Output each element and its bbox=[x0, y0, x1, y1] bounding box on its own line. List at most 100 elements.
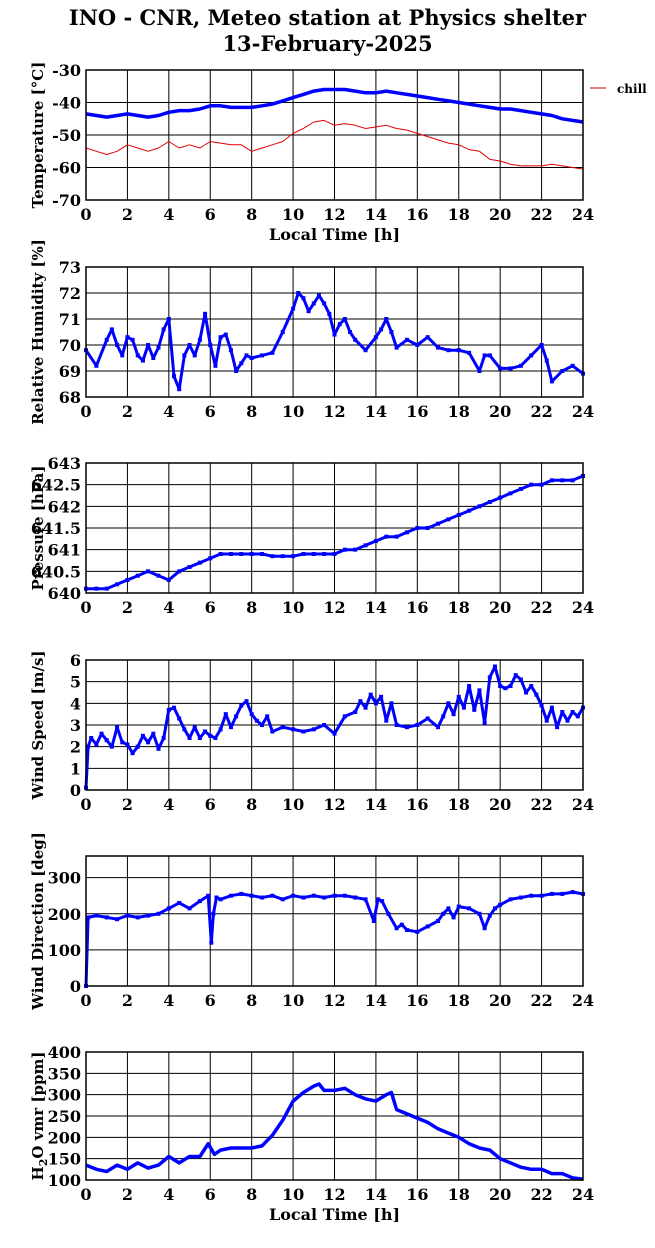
panel-temperature: 0 2 4 6 8 10 12 14 16 18 20 22 24-70-60-50-40-30Temp… bbox=[29, 61, 647, 244]
x-tick-label: 18 bbox=[448, 1185, 470, 1204]
series-pressure-1-point bbox=[146, 569, 151, 574]
x-tick-label: 0 bbox=[80, 991, 91, 1010]
series-humidity-1-point bbox=[436, 345, 441, 350]
plot-frame bbox=[85, 69, 584, 201]
x-tick-label: 6 bbox=[205, 598, 216, 617]
y-tick-label: 300 bbox=[48, 869, 81, 888]
series-humidity-1-point bbox=[239, 361, 244, 366]
series-wind_speed-1-point bbox=[280, 725, 285, 730]
series-wind_speed-1-point bbox=[197, 736, 202, 740]
series-wind_speed-1-point bbox=[379, 694, 384, 699]
series-wind_speed-1-point bbox=[472, 707, 477, 712]
series-wind_direction-1-point bbox=[270, 893, 275, 898]
series-wind_direction-1-point bbox=[125, 913, 130, 918]
series-wind_speed-1-point bbox=[565, 718, 570, 723]
series-wind_speed-1-point bbox=[99, 731, 104, 736]
x-tick-label: 4 bbox=[163, 991, 174, 1010]
series-humidity-1-point bbox=[177, 387, 182, 392]
series-humidity-1-point bbox=[425, 335, 430, 340]
x-tick-label: 8 bbox=[246, 795, 257, 814]
series-wind_speed-1-point bbox=[270, 729, 275, 734]
x-tick-label: 18 bbox=[448, 991, 470, 1010]
x-tick-label: 22 bbox=[530, 205, 552, 224]
y-tick-label: 350 bbox=[48, 1064, 81, 1083]
series-wind_direction-1-point bbox=[353, 895, 358, 900]
series-humidity-1-point bbox=[115, 343, 120, 347]
y-tick-label: 642 bbox=[48, 497, 81, 516]
series-wind_speed-1-point bbox=[322, 723, 327, 727]
series-humidity-1-point bbox=[570, 363, 575, 368]
x-tick-label: 0 bbox=[80, 205, 91, 224]
series-pressure-1-point bbox=[560, 478, 565, 483]
series-wind_speed-1-point bbox=[115, 725, 120, 730]
series-wind_speed-1-point bbox=[342, 714, 347, 719]
y-tick-label: 200 bbox=[48, 905, 81, 924]
series-wind_speed-1-point bbox=[436, 725, 441, 730]
series-wind_direction-1-point bbox=[380, 899, 385, 904]
series-pressure-1-point bbox=[104, 586, 109, 591]
x-tick-label: 24 bbox=[572, 991, 594, 1010]
x-tick-label: 22 bbox=[530, 598, 552, 617]
series-wind_speed-1-point bbox=[570, 710, 575, 714]
series-pressure-1-point bbox=[228, 552, 233, 556]
series-wind_speed-1-point bbox=[228, 725, 233, 730]
series-wind_direction-1-point bbox=[104, 915, 109, 920]
x-tick-label: 6 bbox=[205, 991, 216, 1010]
series-wind_speed-1-point bbox=[140, 733, 145, 738]
y-axis-label: Temperature [°C] bbox=[29, 62, 47, 209]
series-wind_speed-1-point bbox=[166, 707, 171, 712]
y-tick-label: 150 bbox=[48, 1150, 81, 1169]
x-tick-label: 16 bbox=[406, 205, 428, 224]
series-pressure-1-point bbox=[187, 565, 192, 569]
series-wind_direction-1-point bbox=[456, 904, 461, 909]
x-tick-label: 10 bbox=[282, 1185, 304, 1204]
series-wind_speed-1-point bbox=[451, 712, 456, 717]
series-wind_direction-1-point bbox=[146, 913, 151, 918]
x-tick-label: 20 bbox=[489, 402, 511, 421]
series-humidity-1-point bbox=[109, 327, 114, 332]
series-humidity-1-point bbox=[518, 363, 523, 368]
series-wind_speed-1-point bbox=[441, 714, 446, 719]
y-tick-label: 3 bbox=[70, 716, 81, 735]
x-tick-label: 2 bbox=[122, 795, 133, 814]
y-tick-label: 640 bbox=[48, 584, 81, 603]
series-wind_speed-1-point bbox=[249, 712, 254, 717]
series-wind_speed-1-point bbox=[498, 684, 503, 688]
y-tick-label: -30 bbox=[52, 61, 81, 80]
plot-frame bbox=[85, 1051, 584, 1181]
series-humidity-1-point bbox=[172, 374, 177, 379]
series-wind_speed-1-point bbox=[208, 733, 213, 738]
series-pressure-1-point bbox=[436, 521, 441, 526]
x-tick-label: 24 bbox=[572, 205, 594, 224]
series-wind_direction-1-point bbox=[156, 911, 161, 916]
series-wind_direction-1-point bbox=[177, 900, 182, 905]
series-pressure-1-point bbox=[384, 534, 389, 539]
x-tick-label: 8 bbox=[246, 1185, 257, 1204]
series-wind_speed-1-point bbox=[524, 690, 529, 695]
series-wind_speed-1-point bbox=[161, 736, 166, 740]
series-humidity-1-point bbox=[482, 353, 487, 358]
series-wind_direction-1-point bbox=[260, 895, 265, 900]
series-wind_speed-1-point bbox=[192, 725, 197, 730]
x-tick-label: 6 bbox=[205, 402, 216, 421]
series-pressure-1-point bbox=[518, 487, 523, 491]
x-tick-label: 12 bbox=[323, 598, 345, 617]
series-pressure-1-point bbox=[239, 552, 244, 556]
plot-frame bbox=[85, 659, 584, 791]
series-humidity-1-point bbox=[306, 309, 311, 314]
series-wind_speed-1-point bbox=[482, 720, 487, 725]
series-wind_speed-1-point bbox=[415, 723, 420, 727]
y-tick-label: 2 bbox=[70, 738, 81, 757]
y-tick-label: -40 bbox=[52, 94, 81, 113]
x-axis-label: Local Time [h] bbox=[269, 225, 400, 244]
y-tick-label: 100 bbox=[48, 1171, 81, 1190]
series-wind_speed-1-point bbox=[560, 710, 565, 714]
series-wind_direction-1-point bbox=[477, 911, 482, 916]
series-wind_speed-1-point bbox=[187, 736, 192, 740]
series-humidity-1-point bbox=[135, 353, 140, 358]
series-wind_direction-1-point bbox=[239, 891, 244, 896]
series-wind_direction-1-point bbox=[394, 926, 399, 931]
y-axis-label: Wind Direction [deg] bbox=[29, 832, 47, 1011]
series-pressure-1-point bbox=[177, 569, 182, 574]
x-tick-label: 0 bbox=[80, 1185, 91, 1204]
